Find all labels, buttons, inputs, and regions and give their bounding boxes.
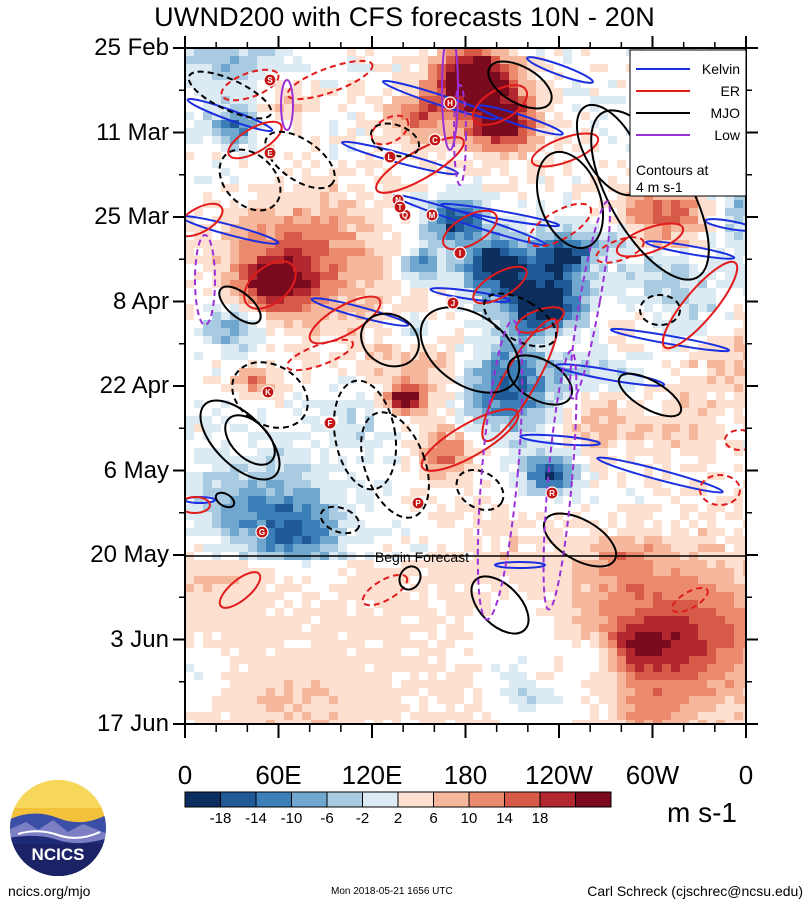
y-tick-label: 8 Apr (112, 287, 169, 315)
axis-ticks (173, 36, 758, 738)
colorbar-swatch (255, 791, 292, 808)
footer-url[interactable]: ncics.org/mjo (8, 883, 91, 899)
x-tick-label: 120W (525, 760, 593, 790)
colorbar (184, 791, 612, 808)
colorbar-tick-label: 6 (429, 810, 438, 827)
cyclone-marker (261, 385, 275, 399)
cyclone-label: R (549, 489, 555, 498)
legend-label: Low (714, 127, 741, 143)
colorbar-units: m s-1 (667, 797, 737, 828)
x-tick-label: 0 (738, 760, 754, 790)
colorbar-swatch (575, 791, 612, 808)
colorbar-swatch (362, 791, 399, 808)
colorbar-tick-label: -6 (320, 810, 334, 827)
colorbar-swatch (397, 791, 434, 808)
cyclone-marker (263, 73, 277, 87)
cyclone-label: F (328, 419, 333, 428)
wave-contours (185, 48, 746, 635)
cyclone-label: L (388, 153, 393, 162)
cyclone-label: J (451, 299, 455, 308)
y-tick-label: 25 Mar (94, 203, 169, 230)
footer-author: Carl Schreck (cjschrec@ncsu.edu) (587, 883, 803, 899)
cyclone-label: N (395, 196, 401, 205)
cyclone-marker (263, 146, 277, 160)
cyclone-marker (411, 496, 425, 510)
legend-note-line1: Contours at (636, 162, 708, 178)
y-tick-label: 20 May (90, 541, 169, 568)
cyclone-label: G (259, 528, 265, 537)
colorbar-swatch (291, 791, 328, 808)
legend-label: Kelvin (702, 61, 740, 77)
y-tick-label: 11 Mar (96, 118, 169, 146)
x-tick-label: 60E (255, 760, 302, 790)
colorbar-swatch (539, 791, 576, 808)
cyclone-marker (446, 296, 460, 310)
y-tick-label: 22 Apr (99, 372, 169, 399)
colorbar-swatch (184, 791, 221, 808)
x-tick-label: 180 (443, 760, 488, 790)
ncics-logo: NCICS (8, 778, 108, 878)
y-tick-label: 25 Feb (94, 34, 169, 61)
colorbar-tick-label: -14 (245, 810, 267, 827)
cyclone-marker (383, 150, 397, 164)
cyclone-label: H (447, 99, 453, 108)
colorbar-tick-label: 10 (460, 810, 478, 827)
cyclone-marker (323, 416, 337, 430)
cyclone-label: T (398, 203, 403, 212)
colorbar-tick-label: 18 (531, 810, 549, 827)
cyclone-marker (255, 525, 269, 539)
y-tick-label: 17 Jun (96, 710, 169, 737)
colorbar-swatch (504, 791, 541, 808)
footer-timestamp: Mon 2018-05-21 1656 UTC (331, 886, 453, 897)
colorbar-swatch (433, 791, 470, 808)
cyclone-marker (545, 486, 559, 500)
x-tick-label: 60W (625, 760, 680, 790)
cyclone-label: P (415, 499, 421, 508)
legend-label: MJO (710, 105, 740, 121)
y-tick-label: 6 May (103, 456, 169, 484)
cyclone-markers: DHCELMNQIJKFPRGTS (255, 73, 559, 539)
cyclone-label: I (459, 249, 461, 258)
x-tick-label: 0 (177, 760, 193, 790)
legend-note-line2: 4 m s-1 (636, 179, 683, 195)
cyclone-marker (453, 246, 467, 260)
colorbar-tick-label: -18 (209, 810, 232, 827)
cyclone-label: Q (402, 211, 408, 220)
cyclone-label: C (432, 136, 438, 145)
colorbar-swatch (468, 791, 505, 808)
cyclone-label: M (429, 211, 436, 220)
colorbar-tick-label: 2 (393, 810, 403, 827)
colorbar-swatch (220, 791, 257, 808)
colorbar-tick-label: -2 (355, 810, 370, 827)
cyclone-label: S (267, 76, 273, 85)
colorbar-swatch (326, 791, 363, 808)
legend: Kelvin ER MJO Low Contours at 4 m s-1 (629, 49, 747, 197)
legend-label: ER (721, 83, 740, 99)
cyclone-marker (393, 200, 407, 214)
cyclone-marker (428, 133, 442, 147)
cyclone-marker (425, 208, 439, 222)
y-tick-label: 3 Jun (110, 625, 169, 653)
chart-title: UWND200 with CFS forecasts 10N - 20N (154, 2, 655, 32)
cyclone-label: E (267, 149, 273, 158)
colorbar-tick-label: 14 (496, 810, 513, 827)
colorbar-tick-label: -10 (280, 810, 303, 827)
x-tick-label: 120E (341, 760, 403, 790)
begin-forecast-label: Begin Forecast (375, 549, 469, 565)
cyclone-label: K (265, 388, 271, 397)
cyclone-marker (443, 96, 457, 110)
